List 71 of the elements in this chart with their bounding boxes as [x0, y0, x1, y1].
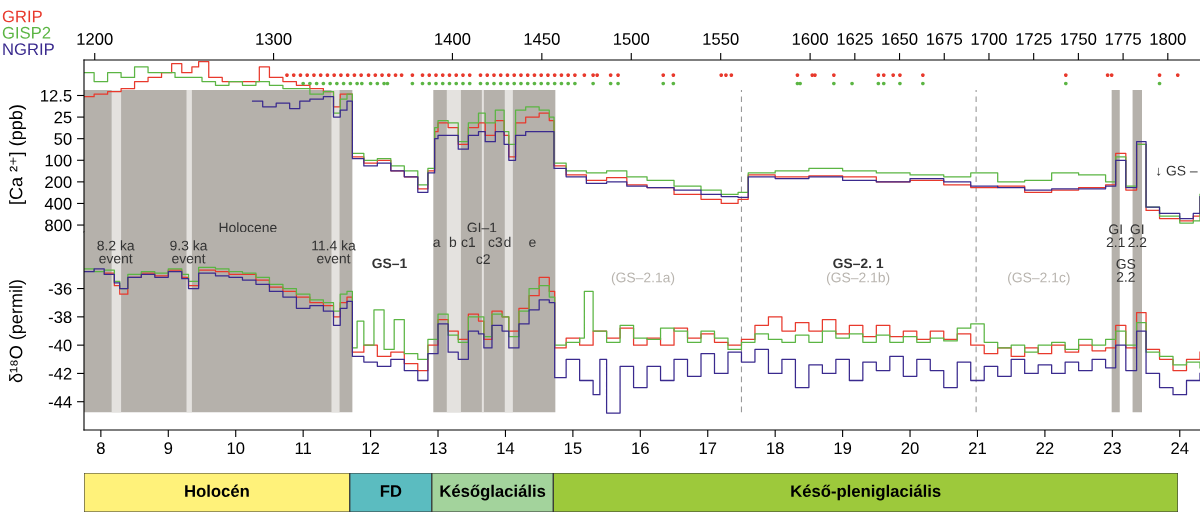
x-tick-label: 11 [295, 442, 311, 454]
annotation: GS–1 [372, 258, 407, 269]
annotation: (GS–2.1c) [1008, 272, 1070, 286]
x2-tick-label: 1700 [971, 33, 1007, 45]
x-tick-label: 8 [96, 442, 105, 455]
x-tick-label: 20 [901, 442, 919, 455]
x-tick-label: 24 [1171, 442, 1189, 454]
y-tick-label: 50 [54, 133, 72, 145]
annotation: GS–2. 1 [833, 258, 884, 269]
x2-tick-label: 1450 [524, 33, 560, 45]
annotation: GI–1 [467, 222, 497, 233]
annotation: c3 [488, 237, 503, 248]
text: NGRIP [3, 43, 54, 56]
x-tick-label: 13 [430, 442, 447, 455]
y-axis-title: [Ca ²⁺] (ppb) [9, 105, 26, 204]
y-tick-label: 800 [45, 219, 72, 232]
annotation: Holocene [219, 222, 277, 233]
annotation: e [529, 239, 536, 248]
x2-tick-label: 1750 [1061, 33, 1097, 45]
x-tick-label: 21 [969, 442, 986, 454]
x2-tick-label: 1300 [256, 33, 292, 45]
annotation: GS 2.2 [1116, 259, 1136, 282]
x-tick-label: 10 [227, 442, 245, 455]
y-tick-label: -40 [48, 339, 72, 352]
x2-tick-label: 1650 [882, 33, 918, 45]
x-tick-label: 18 [767, 442, 784, 455]
annotation: (GS–2.1b) [826, 272, 890, 286]
x-tick-label: 14 [497, 442, 515, 454]
x-tick-label: 17 [699, 442, 717, 454]
series-label: Késő-pleniglaciális [791, 484, 941, 501]
y-tick-label: -42 [48, 367, 72, 380]
y-tick-label: 12.5 [41, 89, 72, 102]
x-tick-label: 16 [632, 442, 649, 455]
series-label: FD [380, 485, 402, 497]
annotation: c1 [461, 237, 476, 248]
y-axis-title: δ¹⁸O (permil) [9, 280, 26, 383]
annotation: d [504, 236, 511, 248]
y-tick-label: 400 [44, 197, 72, 210]
x2-tick-label: 1625 [837, 33, 873, 45]
y-tick-label: 200 [45, 176, 72, 189]
annotation: a [433, 239, 441, 248]
annotation: ↓ GS – [1157, 165, 1198, 176]
x2-tick-label: 1400 [435, 33, 471, 45]
x2-tick-label: 1550 [703, 33, 739, 45]
x2-tick-label: 1600 [792, 33, 828, 45]
annotation: 8.2 ka event [97, 240, 135, 264]
y-tick-label: 100 [45, 154, 72, 167]
y-tick-label: -38 [48, 311, 72, 324]
x2-tick-label: 1725 [1016, 33, 1052, 45]
x-tick-label: 12 [362, 442, 380, 454]
series-label: Későglaciális [440, 484, 546, 501]
x2-tick-label: 1800 [1150, 33, 1186, 45]
annotation: (GS–2.1a) [611, 272, 675, 286]
x2-tick-label: 1500 [614, 33, 650, 45]
y-tick-label: -44 [48, 396, 72, 408]
x-tick-label: 23 [1103, 442, 1121, 455]
annotation: b [449, 236, 457, 248]
y-tick-label: -36 [48, 282, 72, 295]
y-tick-label: 25 [54, 111, 72, 124]
x-tick-label: 9 [164, 442, 173, 455]
x2-tick-label: 1675 [926, 33, 963, 45]
text: GISP2 [2, 26, 51, 39]
text: GRIP [2, 10, 42, 23]
x-tick-label: 22 [1036, 442, 1054, 454]
series-label: Holocén [185, 484, 249, 497]
x-tick-label: 19 [834, 442, 852, 455]
annotation: c2 [476, 254, 490, 265]
annotation: 9.3 ka event [170, 240, 208, 264]
x-tick-label: 15 [564, 442, 582, 455]
x2-tick-label: 1775 [1105, 33, 1141, 45]
x2-tick-label: 1200 [77, 33, 113, 45]
